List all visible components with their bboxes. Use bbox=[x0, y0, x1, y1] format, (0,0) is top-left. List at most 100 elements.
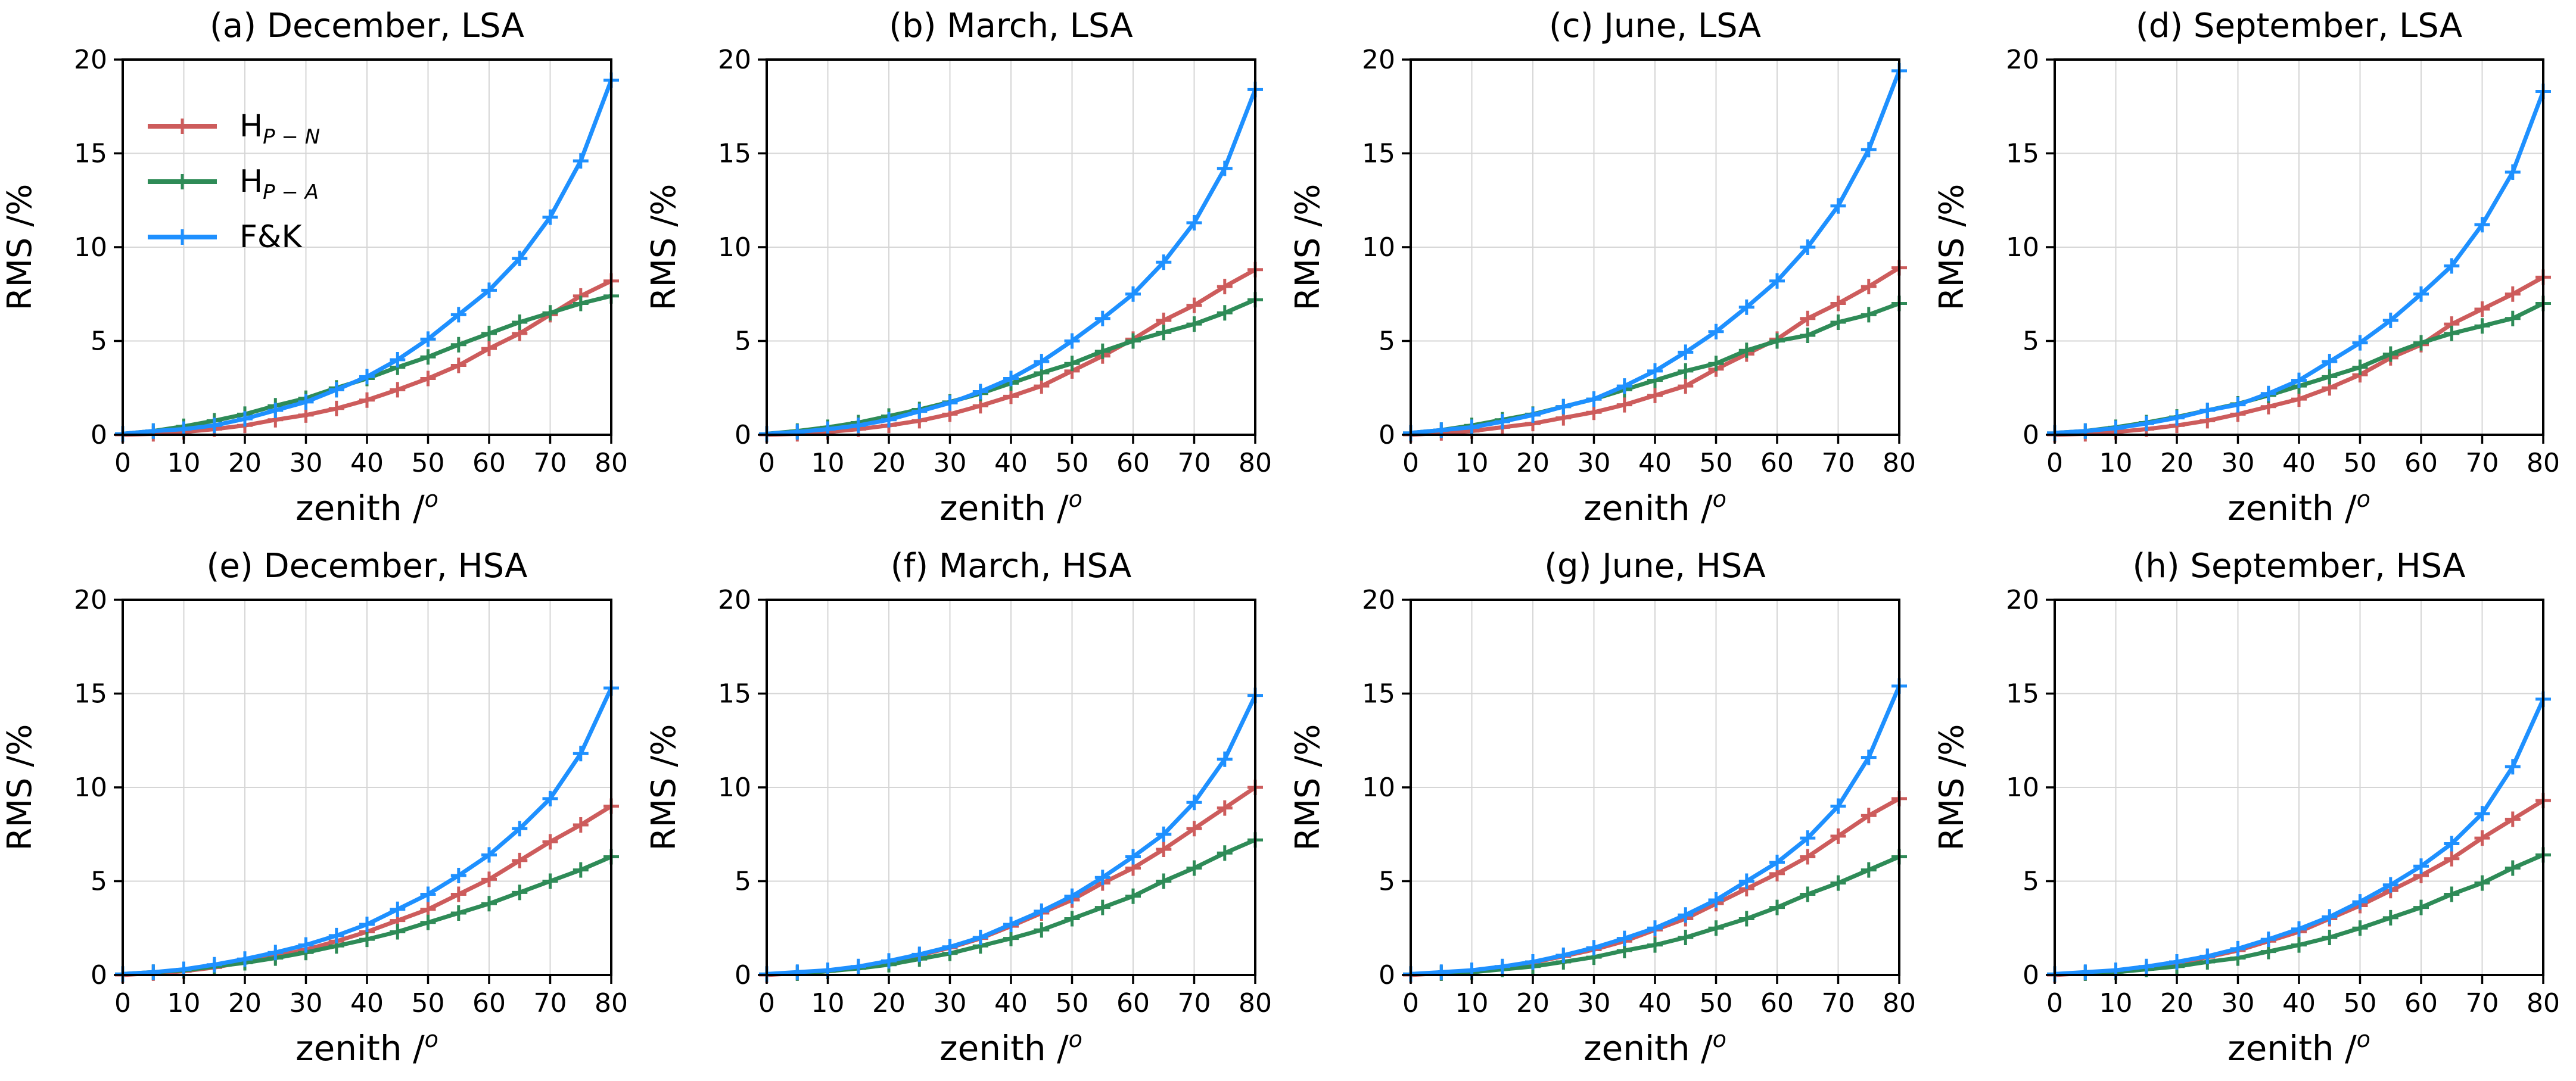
y-axis: 0 5 10 15 20 bbox=[718, 45, 767, 450]
chart-title: (b) March, LSA bbox=[889, 7, 1133, 45]
series-group bbox=[115, 680, 619, 983]
y-tick-label: 5 bbox=[2023, 867, 2039, 897]
x-tick-label: 40 bbox=[350, 988, 384, 1018]
chart-title: (f) March, HSA bbox=[891, 547, 1132, 585]
x-tick-label: 0 bbox=[1402, 988, 1419, 1018]
x-tick-label: 10 bbox=[1455, 448, 1489, 478]
y-tick-label: 10 bbox=[1362, 772, 1395, 803]
y-tick-label: 10 bbox=[718, 772, 751, 803]
x-tick-label: 70 bbox=[1822, 988, 1855, 1018]
subplot-g-june-hsa: 0 10 20 30 40 50 60 70 80 0 5 10 15 20 (g) June, HSA ze… bbox=[1288, 540, 1932, 1080]
y-tick-label: 0 bbox=[2023, 960, 2039, 990]
x-tick-label: 70 bbox=[534, 988, 567, 1018]
x-tick-label: 80 bbox=[2527, 988, 2560, 1018]
x-tick-label: 70 bbox=[1178, 988, 1211, 1018]
gridlines bbox=[123, 600, 611, 975]
y-tick-label: 20 bbox=[2006, 45, 2039, 75]
chart-canvas-e: 0 10 20 30 40 50 60 70 80 0 5 10 15 20 (e) December, H… bbox=[1, 547, 628, 1068]
x-tick-label: 60 bbox=[2404, 988, 2438, 1018]
x-tick-label: 40 bbox=[350, 448, 384, 478]
y-tick-label: 15 bbox=[1362, 679, 1395, 709]
x-tick-label: 70 bbox=[534, 448, 567, 478]
y-tick-label: 5 bbox=[735, 326, 751, 357]
y-tick-label: 20 bbox=[74, 45, 107, 75]
x-tick-label: 60 bbox=[1116, 448, 1150, 478]
x-tick-label: 30 bbox=[290, 988, 323, 1018]
y-tick-label: 0 bbox=[1379, 960, 1395, 990]
x-tick-label: 50 bbox=[412, 988, 445, 1018]
y-tick-label: 20 bbox=[1362, 585, 1395, 615]
x-tick-label: 60 bbox=[472, 988, 506, 1018]
y-axis-label: RMS /% bbox=[1933, 184, 1971, 311]
series-group bbox=[2047, 83, 2551, 443]
y-tick-label: 10 bbox=[1362, 232, 1395, 263]
x-axis: 0 10 20 30 40 50 60 70 80 bbox=[114, 435, 628, 478]
x-tick-label: 40 bbox=[994, 988, 1028, 1018]
y-tick-label: 15 bbox=[718, 679, 751, 709]
y-tick-label: 0 bbox=[91, 960, 107, 990]
y-tick-label: 5 bbox=[91, 867, 107, 897]
x-axis-label: zenith /o bbox=[295, 486, 438, 528]
x-tick-label: 30 bbox=[2222, 988, 2255, 1018]
x-tick-label: 60 bbox=[1116, 988, 1150, 1018]
x-axis: 0 10 20 30 40 50 60 70 80 bbox=[114, 975, 628, 1018]
y-axis-label: RMS /% bbox=[645, 184, 683, 311]
x-tick-label: 0 bbox=[114, 448, 131, 478]
y-axis: 0 5 10 15 20 bbox=[2006, 585, 2055, 990]
legend-marker-hpa bbox=[175, 174, 190, 189]
x-tick-label: 20 bbox=[228, 988, 262, 1018]
y-axis: 0 5 10 15 20 bbox=[1362, 45, 1411, 450]
y-tick-label: 15 bbox=[1362, 139, 1395, 169]
y-axis: 0 5 10 15 20 bbox=[74, 585, 123, 990]
subplot-e-december-hsa: 0 10 20 30 40 50 60 70 80 0 5 10 15 20 (e) December, H… bbox=[0, 540, 644, 1080]
x-axis: 0 10 20 30 40 50 60 70 80 bbox=[1402, 975, 1916, 1018]
y-tick-label: 5 bbox=[2023, 326, 2039, 357]
x-tick-label: 70 bbox=[1822, 448, 1855, 478]
x-tick-label: 30 bbox=[290, 448, 323, 478]
legend-label-fk: F&K bbox=[239, 219, 303, 255]
x-tick-label: 80 bbox=[1883, 988, 1916, 1018]
y-tick-label: 5 bbox=[735, 867, 751, 897]
y-tick-label: 10 bbox=[718, 232, 751, 263]
gridlines bbox=[2055, 60, 2543, 435]
x-axis-label: zenith /o bbox=[939, 1026, 1082, 1068]
x-tick-label: 50 bbox=[1700, 988, 1733, 1018]
x-tick-label: 50 bbox=[2344, 988, 2377, 1018]
y-axis-label: RMS /% bbox=[1, 184, 39, 311]
y-axis: 0 5 10 15 20 bbox=[74, 45, 123, 450]
x-tick-label: 20 bbox=[2160, 988, 2194, 1018]
y-tick-label: 20 bbox=[74, 585, 107, 615]
subplot-d-september-lsa: 0 10 20 30 40 50 60 70 80 0 5 10 15 20 (d) September, … bbox=[1932, 0, 2576, 540]
x-tick-label: 40 bbox=[1638, 988, 1672, 1018]
y-tick-label: 15 bbox=[718, 139, 751, 169]
x-tick-label: 60 bbox=[2404, 448, 2438, 478]
x-tick-label: 10 bbox=[1455, 988, 1489, 1018]
x-axis-label: zenith /o bbox=[1583, 1026, 1726, 1068]
y-tick-label: 10 bbox=[74, 232, 107, 263]
x-tick-label: 0 bbox=[758, 988, 775, 1018]
x-tick-label: 60 bbox=[1760, 448, 1794, 478]
x-tick-label: 80 bbox=[1883, 448, 1916, 478]
x-tick-label: 80 bbox=[1239, 988, 1272, 1018]
gridlines bbox=[1411, 600, 1899, 975]
x-tick-label: 0 bbox=[2046, 448, 2063, 478]
subplot-a-december-lsa: 0 10 20 30 40 50 60 70 80 0 5 10 15 20 (a) December, L… bbox=[0, 0, 644, 540]
x-tick-label: 60 bbox=[472, 448, 506, 478]
x-tick-label: 20 bbox=[872, 988, 906, 1018]
x-axis: 0 10 20 30 40 50 60 70 80 bbox=[758, 435, 1272, 478]
x-tick-label: 40 bbox=[1638, 448, 1672, 478]
subplot-f-march-hsa: 0 10 20 30 40 50 60 70 80 0 5 10 15 20 (f) March, HSA z… bbox=[644, 540, 1288, 1080]
y-axis-label: RMS /% bbox=[1, 724, 39, 851]
x-tick-label: 50 bbox=[2344, 448, 2377, 478]
x-tick-label: 10 bbox=[167, 988, 201, 1018]
x-axis-label: zenith /o bbox=[2227, 1026, 2370, 1068]
y-axis-label: RMS /% bbox=[1933, 724, 1971, 851]
x-tick-label: 80 bbox=[2527, 448, 2560, 478]
x-tick-label: 50 bbox=[1056, 988, 1089, 1018]
x-tick-label: 20 bbox=[1516, 448, 1550, 478]
x-tick-label: 30 bbox=[2222, 448, 2255, 478]
subplot-b-march-lsa: 0 10 20 30 40 50 60 70 80 0 5 10 15 20 (b) March, LSA z… bbox=[644, 0, 1288, 540]
series-group bbox=[1403, 63, 1907, 443]
x-axis-label: zenith /o bbox=[2227, 486, 2370, 528]
